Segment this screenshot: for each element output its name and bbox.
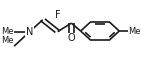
Text: Me: Me <box>1 27 14 36</box>
Text: N: N <box>26 27 33 37</box>
Text: O: O <box>68 33 75 43</box>
Text: F: F <box>55 10 60 20</box>
Text: Me: Me <box>1 36 14 45</box>
Text: Me: Me <box>128 27 141 36</box>
